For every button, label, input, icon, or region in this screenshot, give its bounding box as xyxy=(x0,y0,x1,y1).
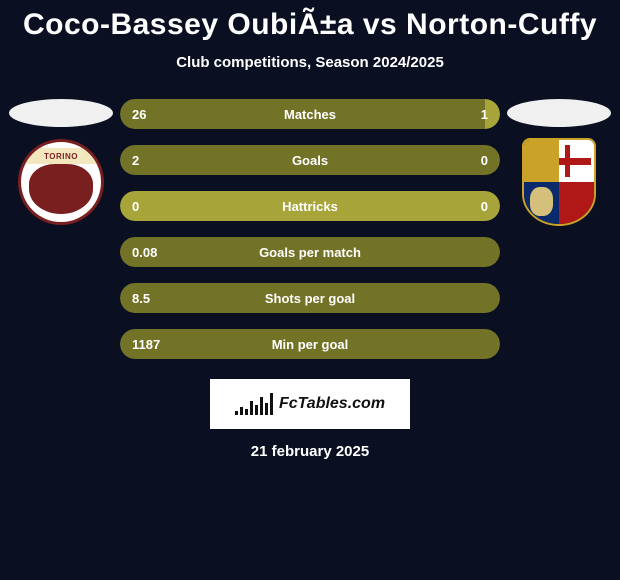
fct-bar-icon xyxy=(265,403,268,415)
stat-value-left: 0 xyxy=(132,199,139,214)
stat-row: 1187 Min per goal xyxy=(120,329,500,359)
torino-band-label: TORINO xyxy=(21,148,101,164)
left-team-crest-icon: TORINO xyxy=(18,139,104,225)
stat-value-left: 8.5 xyxy=(132,291,150,306)
left-player-silhouette xyxy=(9,99,113,127)
right-team-crest-icon xyxy=(516,139,602,225)
date-label: 21 february 2025 xyxy=(0,443,620,460)
stat-label: Hattricks xyxy=(282,199,338,214)
stat-label: Goals per match xyxy=(259,245,361,260)
fct-bar-icon xyxy=(255,405,258,415)
fct-bar-icon xyxy=(235,411,238,415)
stat-rows: 26 Matches 1 2 Goals 0 0 Hattricks 0 0.08 Goals pe… xyxy=(120,99,500,359)
subtitle: Club competitions, Season 2024/2025 xyxy=(0,54,620,71)
stat-label: Matches xyxy=(284,107,336,122)
stat-row: 0 Hattricks 0 xyxy=(120,191,500,221)
stat-label: Min per goal xyxy=(272,337,349,352)
fctables-watermark: FcTables.com xyxy=(210,379,410,429)
stat-value-left: 2 xyxy=(132,153,139,168)
stat-value-right: 0 xyxy=(481,153,488,168)
stat-value-left: 0.08 xyxy=(132,245,157,260)
fctables-bars-icon xyxy=(235,393,273,415)
stat-value-left: 1187 xyxy=(132,337,160,352)
fct-bar-icon xyxy=(240,407,243,415)
stat-row: 26 Matches 1 xyxy=(120,99,500,129)
fct-bar-icon xyxy=(250,401,253,415)
right-player-silhouette xyxy=(507,99,611,127)
stat-row: 0.08 Goals per match xyxy=(120,237,500,267)
fctables-text: FcTables.com xyxy=(279,395,385,413)
comparison-content: TORINO 26 Matches 1 2 Goals 0 0 Hattricks 0 0.08 G… xyxy=(0,99,620,359)
page-title: Coco-Bassey OubiÃ±a vs Norton-Cuffy xyxy=(0,0,620,42)
fct-bar-icon xyxy=(245,409,248,415)
right-team-side xyxy=(504,99,614,225)
torino-bull-icon xyxy=(29,164,93,214)
left-team-side: TORINO xyxy=(6,99,116,225)
stat-value-right: 1 xyxy=(481,107,488,122)
stat-value-left: 26 xyxy=(132,107,146,122)
fct-bar-icon xyxy=(260,397,263,415)
stat-label: Goals xyxy=(292,153,328,168)
stat-row: 2 Goals 0 xyxy=(120,145,500,175)
fct-bar-icon xyxy=(270,393,273,415)
stat-row: 8.5 Shots per goal xyxy=(120,283,500,313)
stat-value-right: 0 xyxy=(481,199,488,214)
stat-label: Shots per goal xyxy=(265,291,355,306)
